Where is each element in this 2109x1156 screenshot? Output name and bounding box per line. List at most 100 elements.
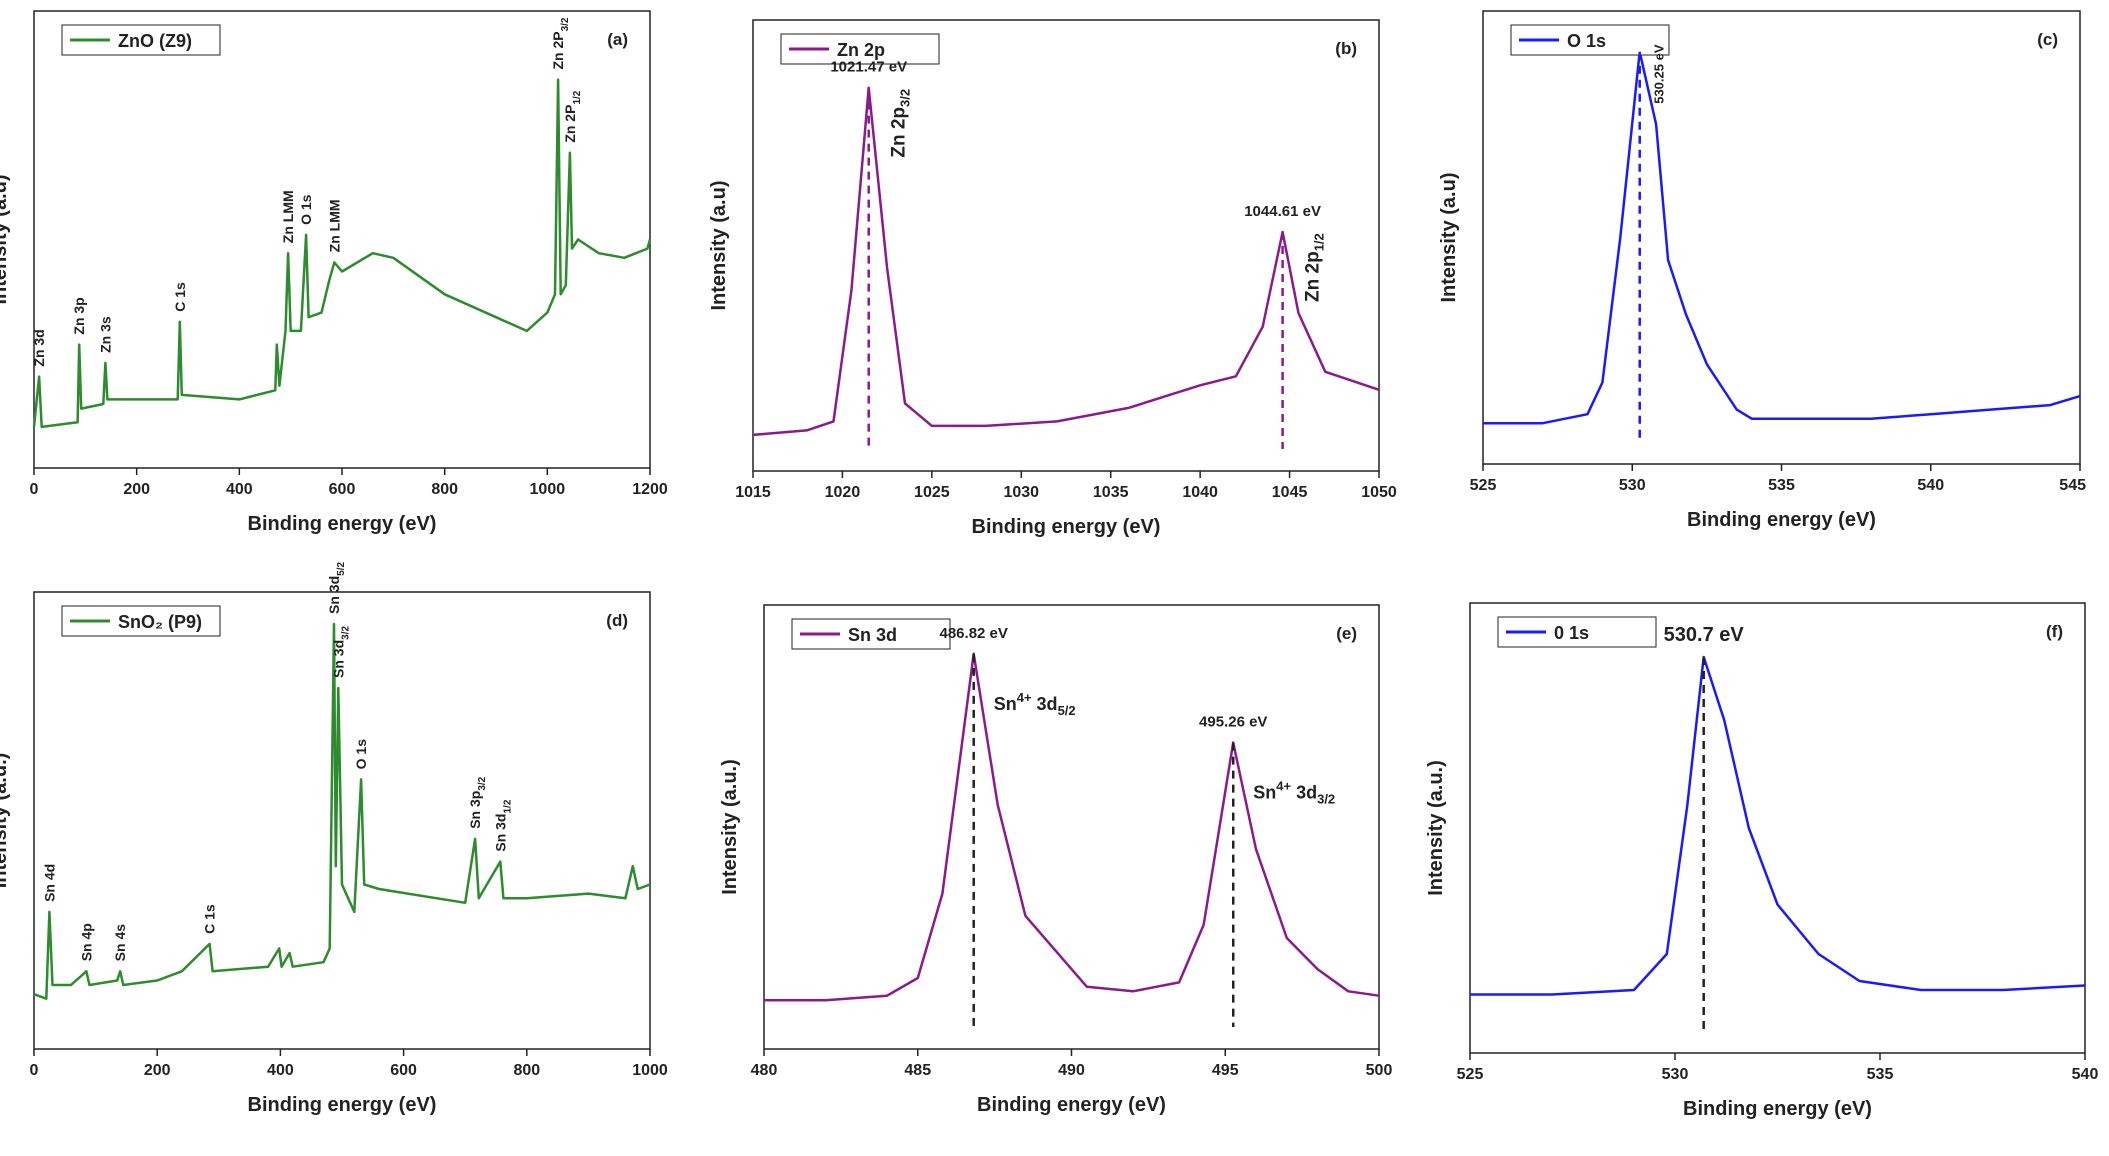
- annotation-part: 3/2: [477, 776, 488, 790]
- x-tick-label: 400: [267, 1062, 294, 1079]
- annotation: Zn 2p1/2: [1303, 233, 1327, 302]
- annotation-part: 1/2: [502, 799, 513, 813]
- x-tick-label: 200: [144, 1062, 171, 1079]
- panel-label: (e): [1336, 624, 1357, 643]
- panel-label: (c): [2037, 30, 2058, 49]
- x-tick-label: 1035: [1093, 484, 1129, 501]
- x-axis-label: Binding energy (eV): [248, 513, 437, 535]
- y-axis-label: Intensity (a.u.): [1425, 760, 1447, 896]
- plot-frame: [763, 604, 1380, 1050]
- x-axis-label: Binding energy (eV): [1683, 1098, 1872, 1120]
- y-axis-label: Intensity (a.u.): [719, 759, 741, 895]
- annotation: Zn 2P1/2: [562, 90, 583, 142]
- annotation-part: Sn 3d: [492, 814, 508, 852]
- annotation: O 1s: [298, 194, 314, 225]
- x-tick-label: 1200: [632, 481, 668, 498]
- peak-value: 1044.61 eV: [1244, 203, 1321, 220]
- annotation-part: Sn 3p: [467, 791, 483, 829]
- x-tick-label: 500: [1366, 1062, 1393, 1079]
- annotation-part: 4+: [1276, 779, 1291, 794]
- annotation: C 1s: [172, 282, 188, 312]
- annotation-part: Zn LMM: [326, 199, 342, 252]
- x-tick-label: 600: [329, 481, 356, 498]
- peak-value: 495.26 eV: [1199, 714, 1267, 731]
- x-axis-label: Binding energy (eV): [1687, 509, 1876, 531]
- legend-label: SnO₂ (P9): [118, 612, 202, 632]
- annotation: Sn 4p: [78, 923, 94, 961]
- annotation-part: Sn: [1253, 783, 1276, 803]
- x-tick-label: 535: [1867, 1066, 1894, 1083]
- x-tick-label: 800: [513, 1062, 540, 1079]
- plot-frame: [1469, 602, 2086, 1054]
- annotation: Zn 3d: [31, 329, 47, 366]
- annotation: O 1s: [353, 739, 369, 770]
- annotation: Sn4+ 3d5/2: [994, 690, 1076, 718]
- annotation: Sn 3d3/2: [330, 626, 351, 678]
- annotation-part: 4+: [1017, 690, 1032, 705]
- annotation-part: Zn 2P: [550, 31, 566, 69]
- x-tick-label: 0: [30, 481, 39, 498]
- x-tick-label: 535: [1768, 477, 1795, 494]
- peak-value: 530.25 eV: [1652, 44, 1667, 104]
- panel-label: (a): [607, 30, 628, 49]
- x-tick-label: 1025: [914, 484, 950, 501]
- annotation-part: Sn 4s: [112, 924, 128, 962]
- annotation-part: O 1s: [353, 739, 369, 770]
- x-axis-label: Binding energy (eV): [977, 1094, 1166, 1116]
- annotation: Zn LMM: [326, 199, 342, 252]
- spectrum-line: [752, 86, 1380, 437]
- x-tick-label: 800: [431, 481, 458, 498]
- annotation-part: Zn 2P: [562, 105, 578, 143]
- legend-label: Sn 3d: [848, 625, 897, 645]
- annotation-part: Sn 4p: [78, 923, 94, 961]
- x-tick-label: 1050: [1361, 484, 1397, 501]
- spectrum-line: [1483, 50, 2081, 425]
- annotation-part: Zn 2p: [1303, 251, 1324, 302]
- annotation: Sn4+ 3d3/2: [1253, 779, 1335, 807]
- y-axis-label: Intensity (a.u): [1438, 172, 1460, 302]
- x-tick-label: 540: [2072, 1066, 2099, 1083]
- peak-value: 486.82 eV: [940, 625, 1008, 642]
- x-tick-label: 530: [1619, 477, 1646, 494]
- spectrum-line: [1470, 655, 2086, 996]
- x-tick-label: 1030: [1003, 484, 1039, 501]
- x-tick-label: 525: [1470, 477, 1497, 494]
- panel-label: (d): [606, 611, 628, 630]
- annotation: Zn 2P3/2: [550, 17, 571, 69]
- y-axis-label: Intensity (a.u): [708, 180, 730, 310]
- x-tick-label: 480: [751, 1062, 778, 1079]
- x-tick-label: 525: [1457, 1066, 1484, 1083]
- x-tick-label: 530: [1662, 1066, 1689, 1083]
- y-axis-label: Intensity (a.u): [0, 174, 11, 304]
- annotation-part: 3/2: [898, 89, 913, 107]
- panel-label: (b): [1335, 39, 1357, 58]
- annotation-part: 3/2: [1317, 792, 1335, 807]
- annotation-part: 3/2: [340, 626, 351, 640]
- spectrum-line: [32, 78, 652, 429]
- annotation-part: Zn 2p: [889, 107, 910, 158]
- annotation-part: Zn LMM: [280, 190, 296, 243]
- x-tick-label: 200: [123, 481, 150, 498]
- x-tick-label: 1020: [825, 484, 861, 501]
- annotation-part: Zn 3p: [71, 297, 87, 334]
- annotation-part: 3/2: [560, 17, 571, 31]
- plot-frame: [33, 591, 651, 1050]
- annotation: Zn LMM: [280, 190, 296, 243]
- panel-label: (f): [2046, 622, 2063, 641]
- x-axis-label: Binding energy (eV): [972, 516, 1161, 538]
- plot-frame: [1482, 10, 2081, 465]
- annotation-part: Sn: [994, 694, 1017, 714]
- annotation-part: Zn 3d: [31, 329, 47, 366]
- annotation-part: 5/2: [336, 562, 347, 576]
- annotation: Sn 4s: [112, 924, 128, 962]
- annotation-part: Sn 3d: [326, 576, 342, 614]
- annotation: Zn 3p: [71, 297, 87, 334]
- x-tick-label: 1015: [735, 484, 771, 501]
- x-axis-label: Binding energy (eV): [248, 1094, 437, 1116]
- legend-label: O 1s: [1567, 31, 1606, 51]
- x-tick-label: 1045: [1272, 484, 1308, 501]
- x-tick-label: 490: [1058, 1062, 1085, 1079]
- annotation-part: Sn 4d: [41, 864, 57, 902]
- x-tick-label: 1040: [1182, 484, 1218, 501]
- annotation-part: 3d: [1032, 694, 1058, 714]
